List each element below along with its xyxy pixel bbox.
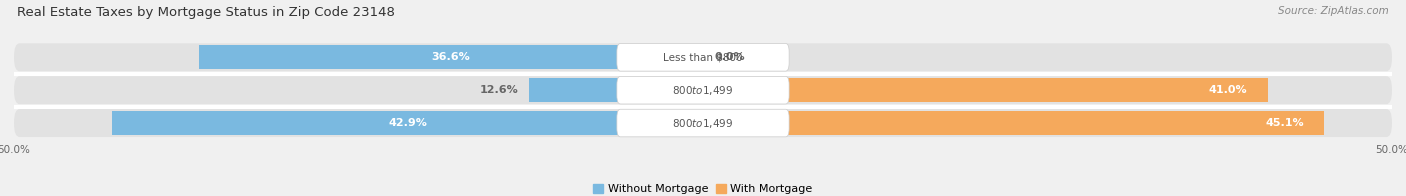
- Text: 36.6%: 36.6%: [432, 52, 470, 62]
- Text: Source: ZipAtlas.com: Source: ZipAtlas.com: [1278, 6, 1389, 16]
- Text: $800 to $1,499: $800 to $1,499: [672, 84, 734, 97]
- FancyBboxPatch shape: [617, 44, 789, 71]
- FancyBboxPatch shape: [617, 109, 789, 137]
- Text: 12.6%: 12.6%: [479, 85, 519, 95]
- Text: 45.1%: 45.1%: [1265, 118, 1303, 128]
- Text: $800 to $1,499: $800 to $1,499: [672, 117, 734, 130]
- Bar: [198, 45, 703, 69]
- Bar: [703, 78, 1268, 102]
- FancyBboxPatch shape: [14, 43, 1392, 71]
- FancyBboxPatch shape: [14, 109, 1392, 137]
- Legend: Without Mortgage, With Mortgage: Without Mortgage, With Mortgage: [589, 180, 817, 196]
- Text: 0.0%: 0.0%: [714, 52, 745, 62]
- Text: Real Estate Taxes by Mortgage Status in Zip Code 23148: Real Estate Taxes by Mortgage Status in …: [17, 6, 395, 19]
- Text: Less than $800: Less than $800: [664, 52, 742, 62]
- FancyBboxPatch shape: [14, 76, 1392, 104]
- Text: 41.0%: 41.0%: [1209, 85, 1247, 95]
- Text: 42.9%: 42.9%: [388, 118, 427, 128]
- Bar: [112, 111, 703, 135]
- FancyBboxPatch shape: [617, 76, 789, 104]
- Bar: [703, 111, 1324, 135]
- Bar: [530, 78, 703, 102]
